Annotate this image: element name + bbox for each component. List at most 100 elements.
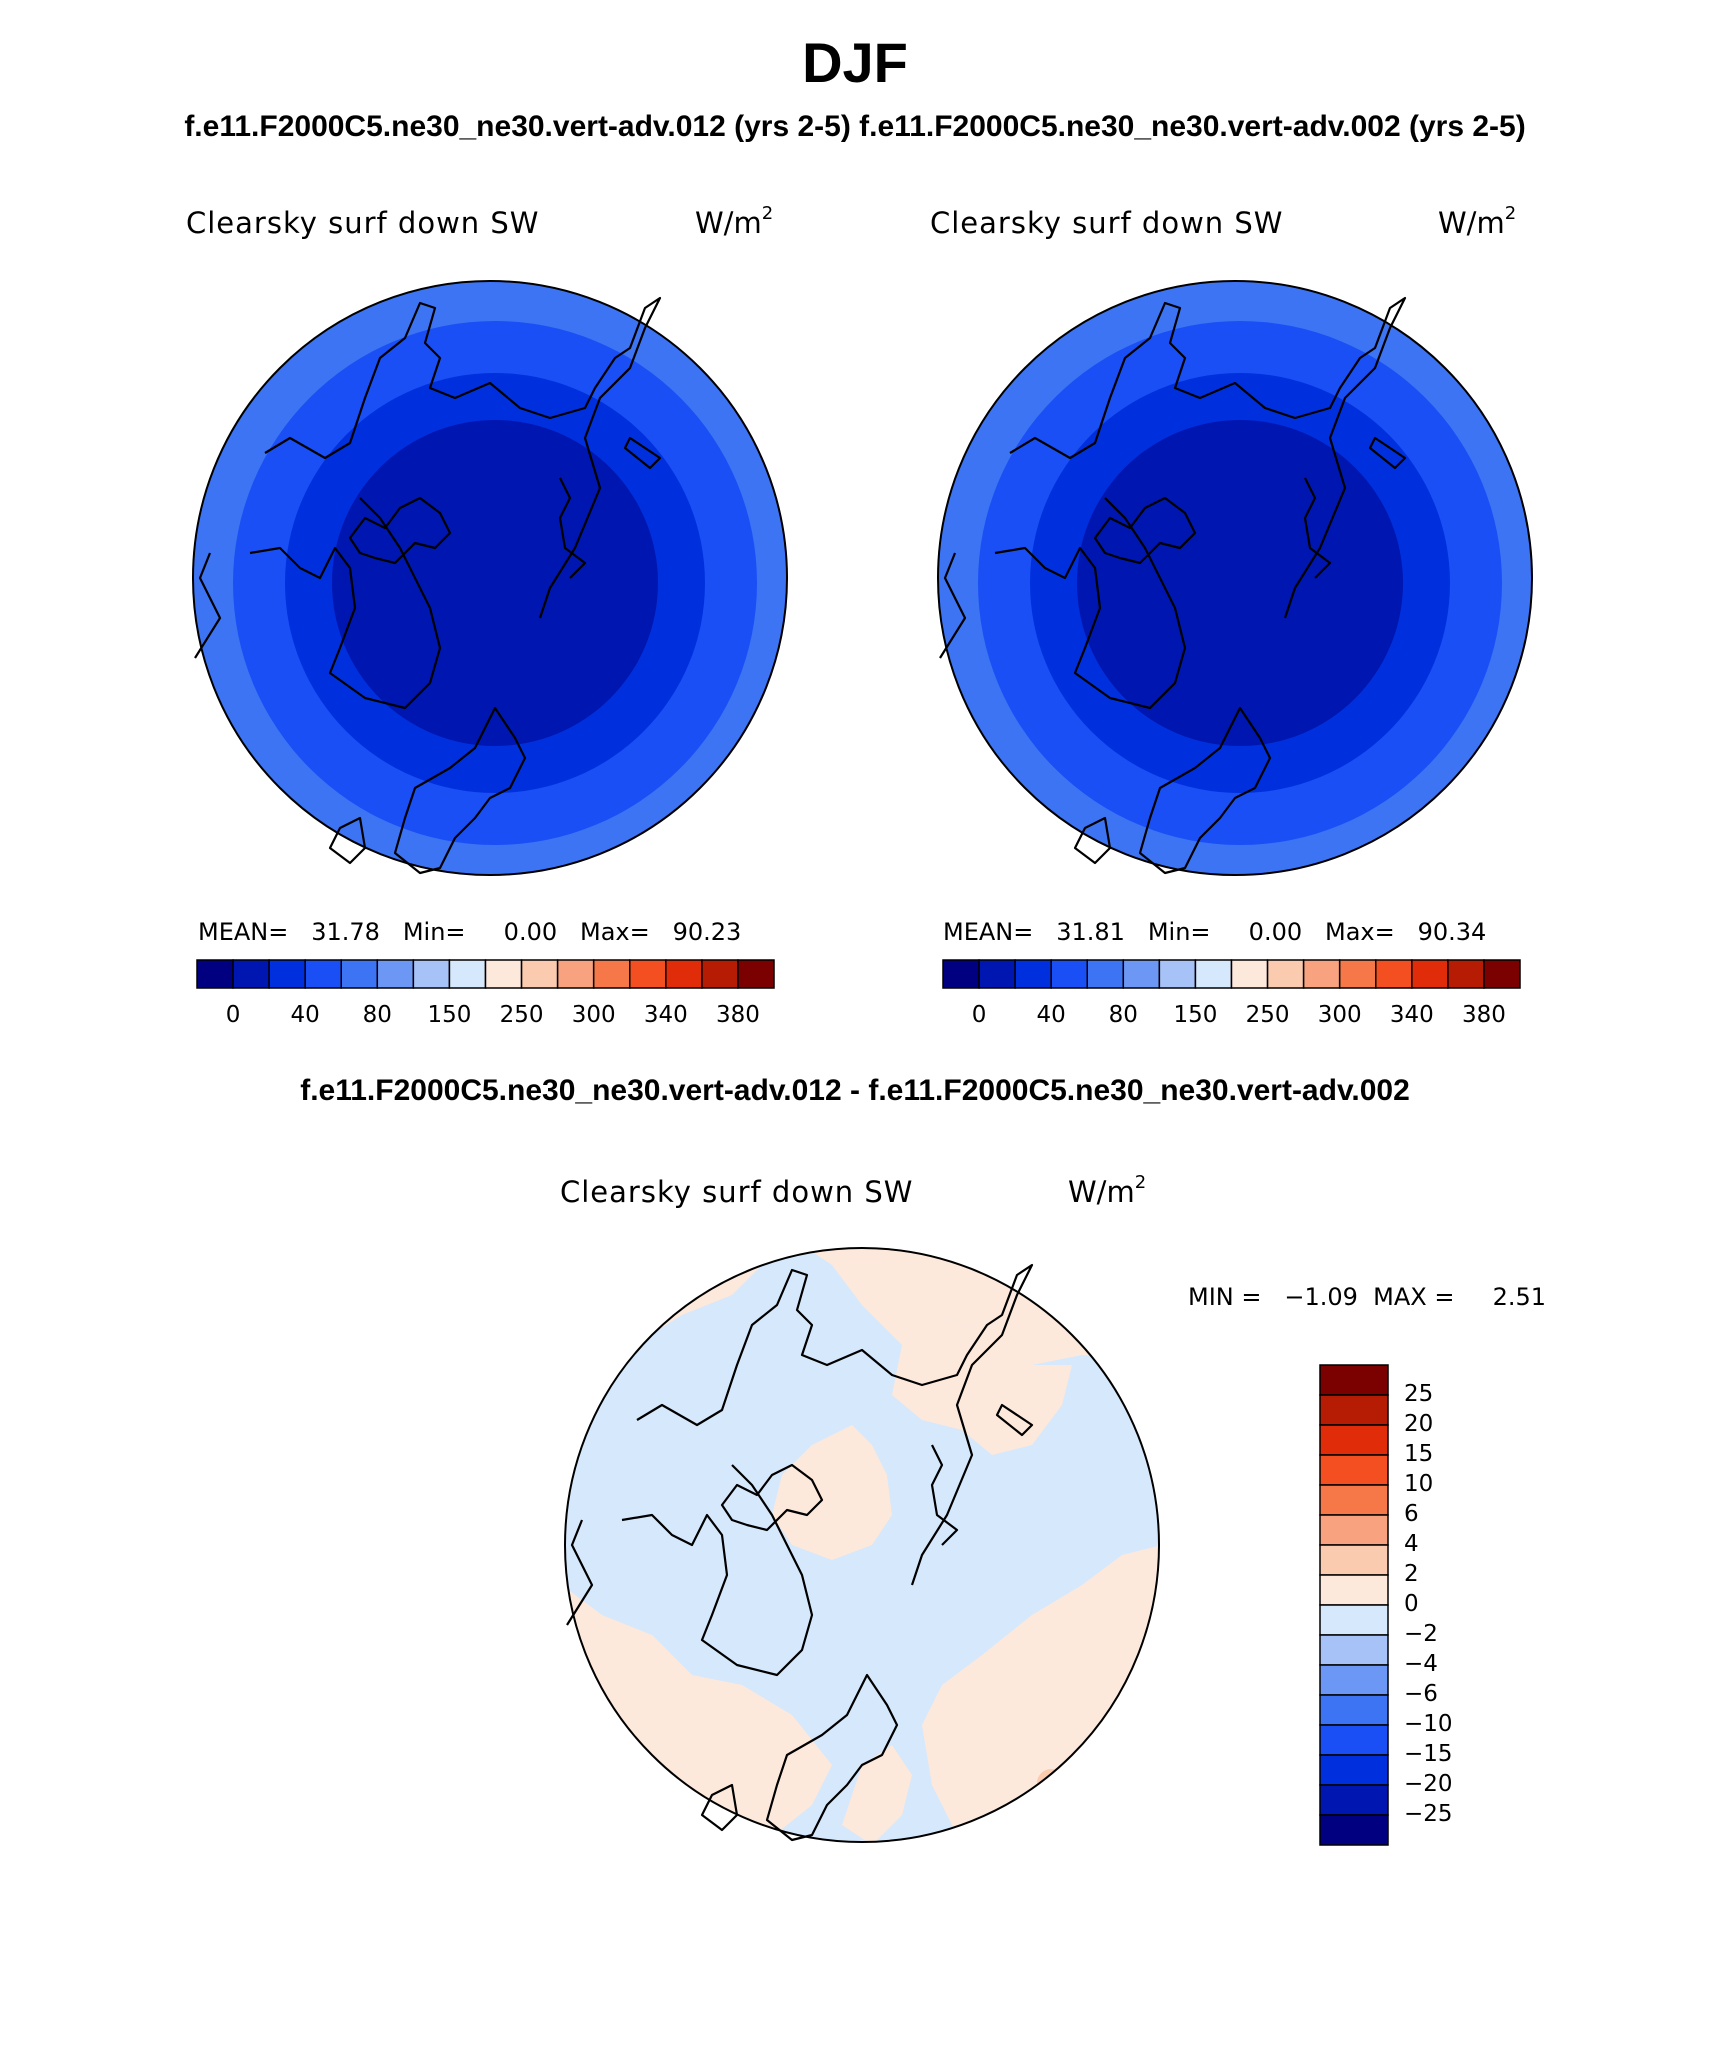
panel-1-colorbar	[196, 959, 775, 989]
diff-colorbar-swatch	[1319, 1454, 1389, 1486]
diff-colorbar-swatch	[1319, 1814, 1389, 1846]
diff-colorbar-tick-label: 10	[1404, 1471, 1434, 1497]
panel-1-colorbar-tick-label: 40	[290, 1002, 320, 1028]
panel-1-stats: MEAN= 31.78 Min= 0.00 Max= 90.23	[198, 918, 742, 946]
panel-2-colorbar-swatch	[1375, 959, 1413, 989]
panel-1-colorbar-swatch	[701, 959, 739, 989]
panel-1-colorbar-swatch	[484, 959, 523, 989]
panel-1-variable: Clearsky surf down SW	[186, 206, 540, 240]
panel-2-colorbar-swatch	[1086, 959, 1125, 989]
panel-2-colorbar-swatch	[1158, 959, 1197, 989]
panel-2-stats: MEAN= 31.81 Min= 0.00 Max= 90.34	[943, 918, 1487, 946]
diff-colorbar-tick-label: 25	[1404, 1381, 1434, 1407]
diff-colorbar-tick-label: 6	[1404, 1501, 1419, 1527]
panel-2-colorbar-swatch	[1411, 959, 1449, 989]
diff-panel-coastlines	[566, 1263, 1034, 1842]
diff-colorbar-tick-label: −20	[1404, 1771, 1453, 1797]
panel-1-colorbar-swatch	[196, 959, 234, 989]
diff-colorbar-swatch	[1319, 1364, 1389, 1396]
panel-1-colorbar-tick-label: 0	[225, 1002, 241, 1028]
panel-1-colorbar-swatch	[340, 959, 379, 989]
panel-2-colorbar-swatch	[1122, 959, 1161, 989]
panel-2-colorbar-tick-label: 380	[1461, 1002, 1506, 1028]
panel-1-colorbar-tick-label: 250	[499, 1002, 544, 1028]
diff-colorbar-tick-label: 4	[1404, 1531, 1419, 1557]
panel-1-colorbar-swatch	[268, 959, 306, 989]
panel-2-colorbar-swatch	[1447, 959, 1485, 989]
panel-2-colorbar-swatch	[1194, 959, 1233, 989]
panel-1-colorbar-swatch	[556, 959, 595, 989]
diff-colorbar-tick-label: 0	[1404, 1591, 1419, 1617]
panel-2-colorbar-swatch	[1266, 959, 1305, 989]
panel-1-polar-map	[192, 280, 788, 876]
diff-panel-stats: MIN = −1.09 MAX = 2.51	[1188, 1283, 1547, 1311]
figure-title: DJF	[802, 31, 908, 94]
diff-colorbar-tick-label: −6	[1404, 1681, 1438, 1707]
panel-2-colorbar-swatch	[942, 959, 980, 989]
diff-colorbar-swatch	[1319, 1694, 1389, 1726]
diff-colorbar-swatch	[1319, 1544, 1389, 1576]
panel-1-colorbar-swatch	[412, 959, 451, 989]
difference-case-names: f.e11.F2000C5.ne30_ne30.vert-adv.012 - f…	[300, 1074, 1410, 1107]
diff-colorbar-swatch	[1319, 1784, 1389, 1816]
panel-2-colorbar-swatch	[1050, 959, 1088, 989]
panel-2-colorbar-swatch	[978, 959, 1016, 989]
panel-1-colorbar-tick-label: 150	[427, 1002, 472, 1028]
panel-2-colorbar-tick-label: 300	[1317, 1002, 1362, 1028]
panel-2-colorbar-swatch	[1302, 959, 1341, 989]
panel-1-units: W/m2	[695, 203, 774, 241]
panel-2-colorbar-tick-label: 40	[1036, 1002, 1066, 1028]
panel-1-colorbar-swatch	[592, 959, 631, 989]
panel-1-colorbar-swatch	[232, 959, 270, 989]
panel-1-colorbar-swatch	[376, 959, 415, 989]
case-names: f.e11.F2000C5.ne30_ne30.vert-adv.012 (yr…	[184, 110, 1526, 143]
panel-2-colorbar-swatch	[1014, 959, 1052, 989]
panel-2-colorbar-tick-label: 0	[971, 1002, 987, 1028]
panel-2-colorbar-swatch	[1230, 959, 1269, 989]
panel-2-colorbar-tick-label: 80	[1108, 1002, 1138, 1028]
panel-2-colorbar-swatch	[1338, 959, 1377, 989]
panel-2-coastlines	[939, 296, 1407, 875]
diff-colorbar-swatch	[1319, 1634, 1389, 1666]
panel-1-coastlines	[194, 296, 662, 875]
diff-colorbar-swatch	[1319, 1424, 1389, 1456]
diff-colorbar-swatch	[1319, 1604, 1389, 1636]
diff-colorbar	[1319, 1364, 1389, 1846]
panel-1-colorbar-tick-label: 300	[571, 1002, 616, 1028]
panel-1-colorbar-swatch	[520, 959, 559, 989]
panel-1-colorbar-tick-label: 380	[715, 1002, 760, 1028]
diff-colorbar-tick-label: −2	[1404, 1621, 1438, 1647]
diff-panel-map-border	[564, 1247, 1160, 1843]
diff-colorbar-swatch	[1319, 1724, 1389, 1756]
panel-1-colorbar-tick-label: 80	[362, 1002, 392, 1028]
panel-2-colorbar-tick-label: 150	[1173, 1002, 1218, 1028]
diff-panel-polar-map	[564, 1247, 1160, 1843]
diff-panel-variable: Clearsky surf down SW	[560, 1175, 914, 1209]
panel-2-map-border	[937, 280, 1533, 876]
diff-colorbar-swatch	[1319, 1394, 1389, 1426]
panel-2-colorbar-tick-label: 340	[1389, 1002, 1434, 1028]
diff-colorbar-swatch	[1319, 1574, 1389, 1606]
panel-1-colorbar-swatch	[448, 959, 487, 989]
diff-colorbar-swatch	[1319, 1484, 1389, 1516]
diff-colorbar-swatch	[1319, 1514, 1389, 1546]
panel-1-colorbar-swatch	[737, 959, 775, 989]
panel-1-colorbar-tick-label: 340	[643, 1002, 688, 1028]
panel-1-map-border	[192, 280, 788, 876]
panel-1-colorbar-swatch	[629, 959, 667, 989]
panel-2-units: W/m2	[1438, 203, 1517, 241]
panel-2-colorbar-swatch	[1483, 959, 1521, 989]
diff-colorbar-swatch	[1319, 1664, 1389, 1696]
diff-colorbar-tick-label: −15	[1404, 1741, 1453, 1767]
panel-2-variable: Clearsky surf down SW	[930, 206, 1284, 240]
diff-colorbar-tick-label: 20	[1404, 1411, 1434, 1437]
diff-colorbar-tick-label: −25	[1404, 1801, 1453, 1827]
diff-colorbar-swatch	[1319, 1754, 1389, 1786]
diff-colorbar-tick-label: 15	[1404, 1441, 1434, 1467]
panel-1-colorbar-swatch	[665, 959, 703, 989]
panel-2-polar-map	[937, 280, 1533, 876]
panel-1-contour-fill	[193, 281, 787, 875]
panel-2-colorbar	[942, 959, 1521, 989]
panel-1-colorbar-swatch	[304, 959, 342, 989]
diff-colorbar-tick-label: 2	[1404, 1561, 1419, 1587]
